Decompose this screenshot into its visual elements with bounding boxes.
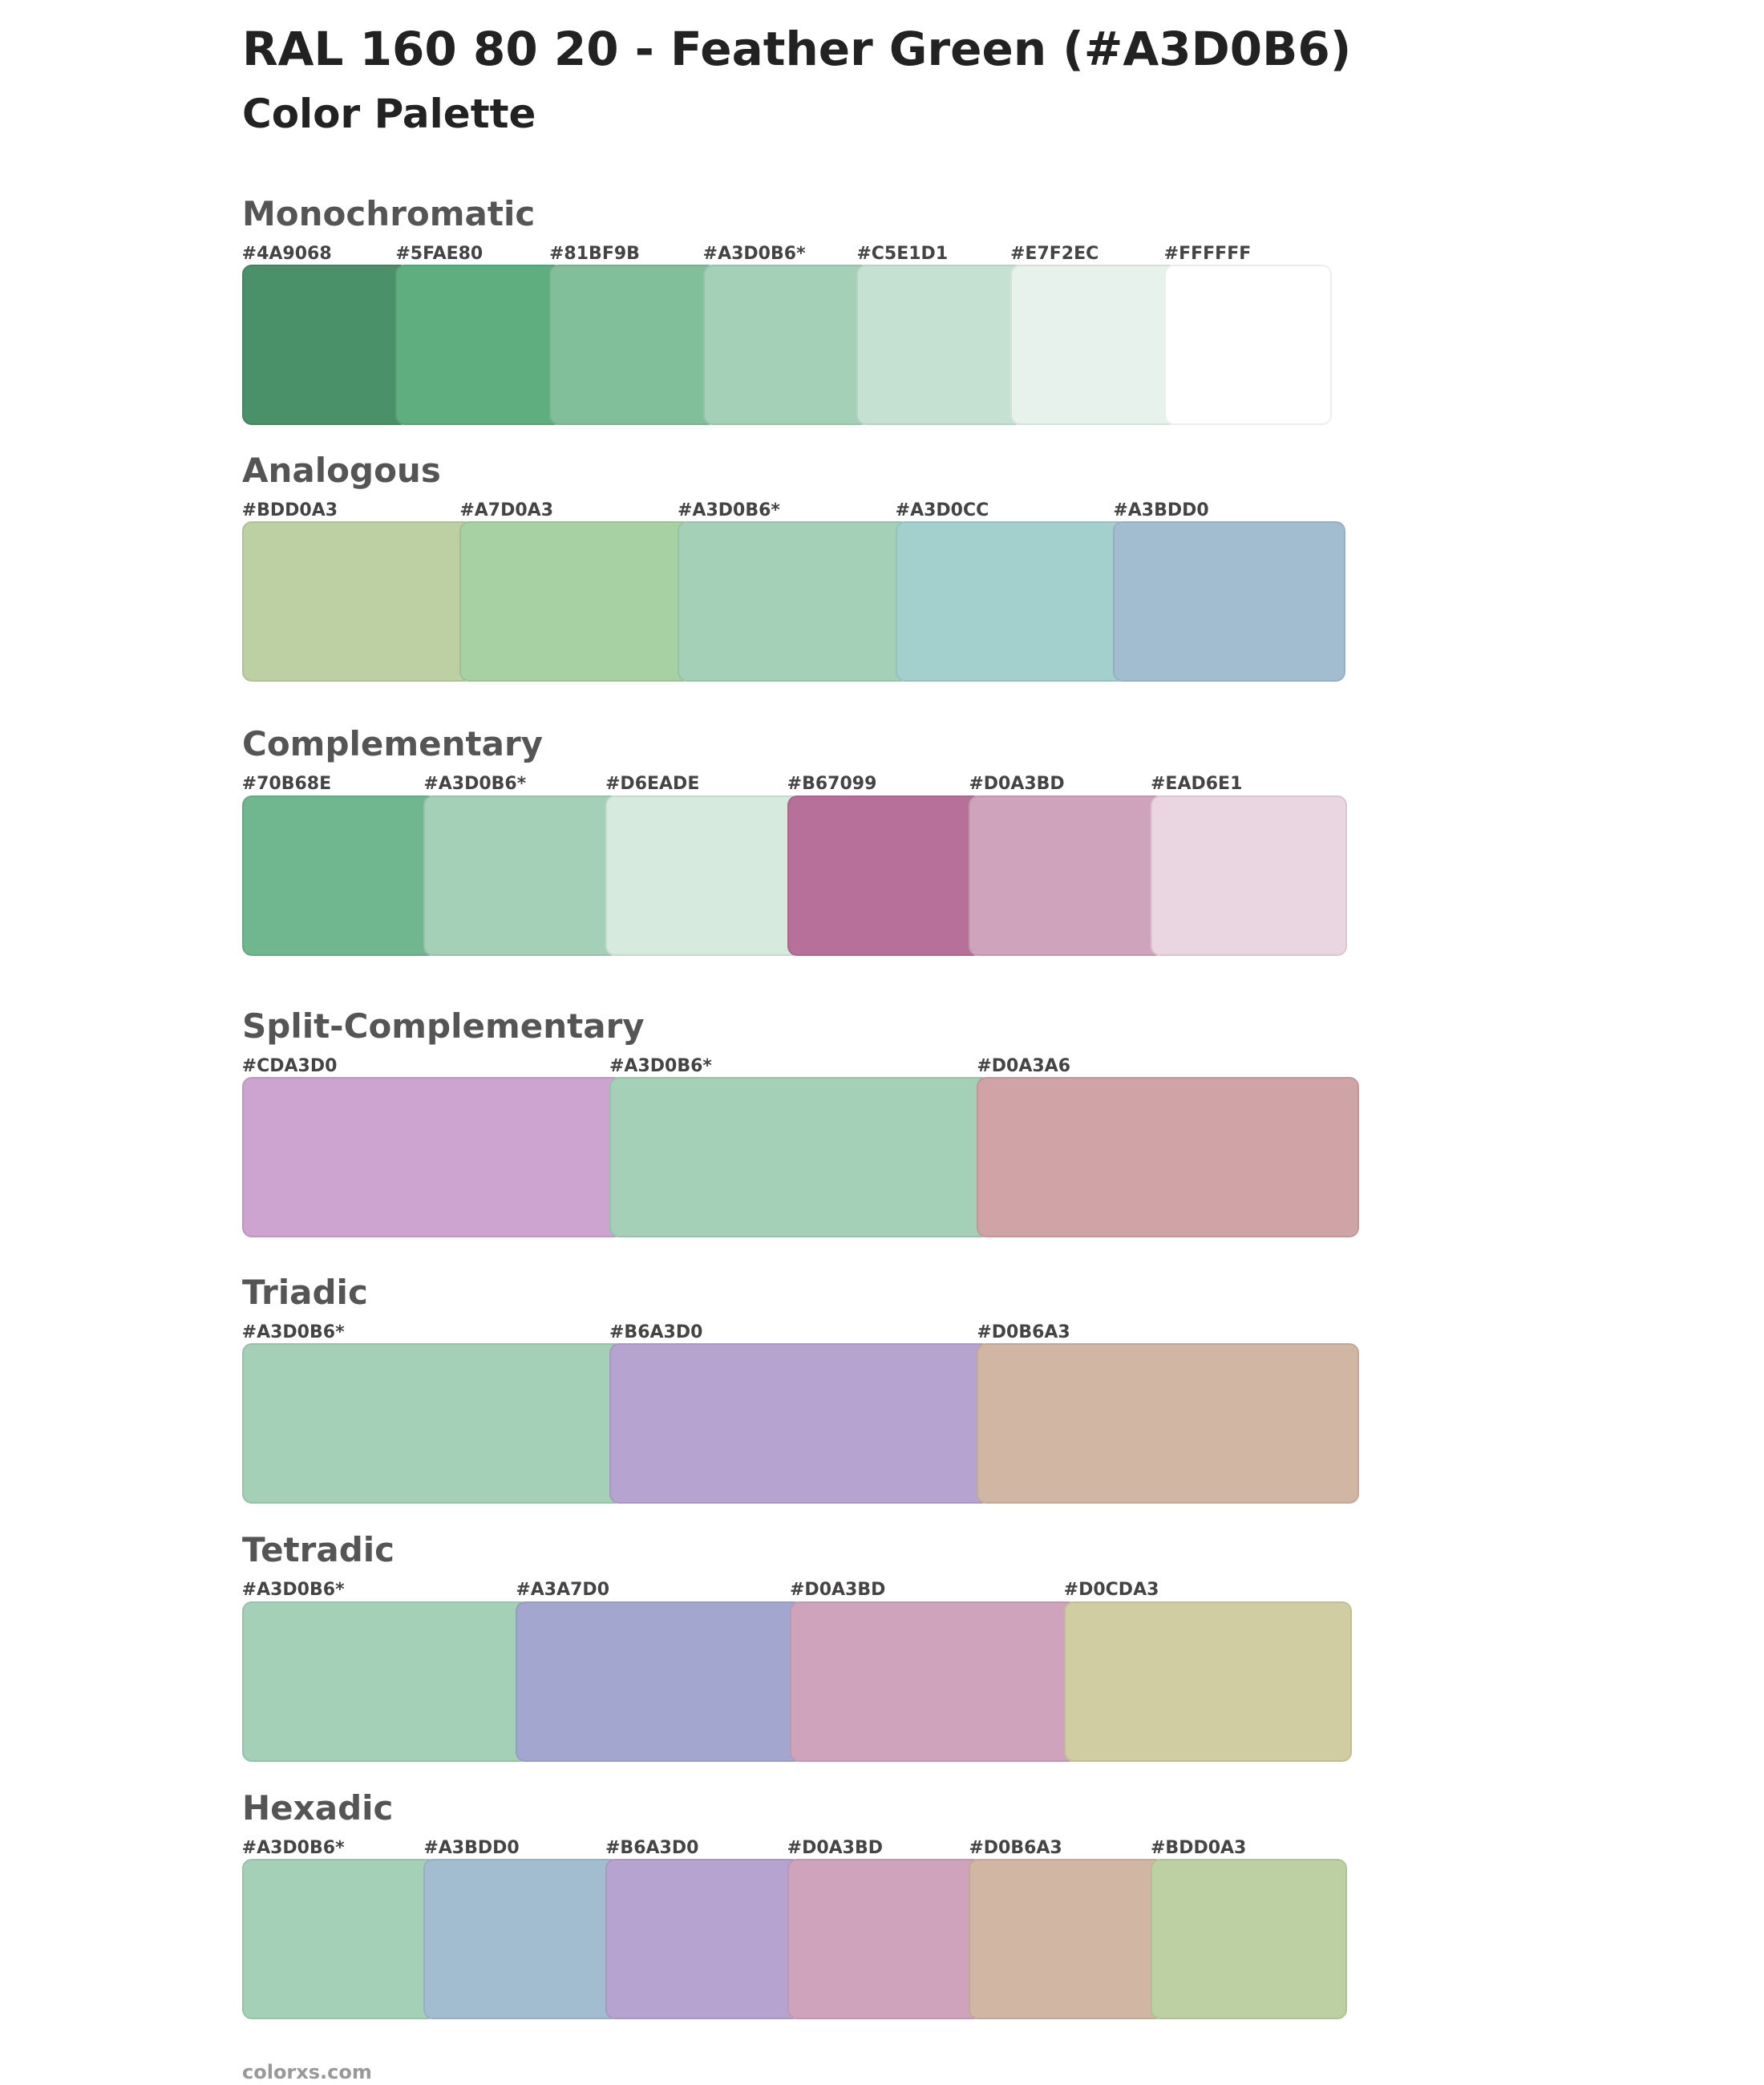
swatch-label: #CDA3D0 <box>241 1056 338 1076</box>
color-swatch <box>787 1859 984 2020</box>
swatch-label: #B6A3D0 <box>609 1322 703 1342</box>
swatch-label: #D0A3BD <box>790 1580 886 1601</box>
section-heading: Triadic <box>242 1272 368 1312</box>
section-heading: Monochromatic <box>242 193 536 233</box>
color-swatch <box>977 1343 1359 1504</box>
color-swatch <box>1010 265 1179 425</box>
swatch-label: #A3D0B6* <box>241 1580 345 1601</box>
swatch-label: #4A9068 <box>241 243 332 264</box>
swatch-label: #BDD0A3 <box>1151 1838 1247 1858</box>
color-swatch <box>605 795 802 956</box>
color-swatch <box>977 1077 1359 1238</box>
color-swatch <box>549 265 718 425</box>
page-title: RAL 160 80 20 - Feather Green (#A3D0B6) <box>242 22 1352 76</box>
section-heading: Split-Complementary <box>242 1006 645 1046</box>
swatch-label: #A3D0B6* <box>678 500 780 520</box>
color-swatch <box>1163 265 1333 425</box>
color-swatch <box>423 795 620 956</box>
color-swatch <box>241 1601 531 1762</box>
swatch-label: #E7F2EC <box>1010 243 1099 264</box>
swatch-label: #81BF9B <box>549 243 640 264</box>
swatch-label: #D0B6A3 <box>977 1322 1070 1342</box>
swatch-label: #D6EADE <box>605 774 700 795</box>
color-swatch <box>241 1077 624 1238</box>
swatch-label: #D0CDA3 <box>1063 1580 1159 1601</box>
section-heading: Complementary <box>242 724 544 764</box>
color-swatch <box>423 1859 620 2020</box>
swatch-label: #A3D0B6* <box>241 1322 345 1342</box>
color-swatch <box>702 265 872 425</box>
color-swatch <box>1113 521 1345 682</box>
footer: colorxs.com <box>242 2061 372 2083</box>
swatch-label: #A3D0B6* <box>241 1838 345 1858</box>
swatch-label: #A3BDD0 <box>1113 500 1209 520</box>
swatch-label: #D0A3BD <box>969 774 1065 795</box>
swatch-label: #B6A3D0 <box>605 1838 699 1858</box>
swatch-label: #A3D0B6* <box>609 1056 712 1076</box>
color-swatch <box>609 1343 992 1504</box>
color-swatch <box>1151 795 1347 956</box>
swatch-label: #EAD6E1 <box>1151 774 1243 795</box>
swatch-label: #A3D0B6* <box>423 774 527 795</box>
color-swatch <box>969 795 1165 956</box>
swatch-label: #5FAE80 <box>395 243 483 264</box>
color-swatch <box>1063 1601 1353 1762</box>
color-swatch <box>678 521 910 682</box>
swatch-label: #B67099 <box>787 774 877 795</box>
color-swatch <box>787 795 984 956</box>
swatch-label: #70B68E <box>241 774 332 795</box>
color-swatch <box>241 521 475 682</box>
swatch-label: #A3A7D0 <box>516 1580 609 1601</box>
color-swatch <box>605 1859 802 2020</box>
color-swatch <box>241 1859 439 2020</box>
swatch-label: #A3D0B6* <box>702 243 806 264</box>
swatch-label: #A3BDD0 <box>423 1838 520 1858</box>
section-heading: Tetradic <box>242 1530 395 1570</box>
swatch-label: #D0A3BD <box>787 1838 884 1858</box>
color-swatch <box>395 265 564 425</box>
swatch-label: #C5E1D1 <box>856 243 949 264</box>
swatch-label: #BDD0A3 <box>241 500 338 520</box>
color-swatch <box>241 795 439 956</box>
swatch-label: #D0A3A6 <box>977 1056 1070 1076</box>
section-heading: Hexadic <box>242 1788 394 1828</box>
color-swatch <box>459 521 692 682</box>
color-swatch <box>1151 1859 1347 2020</box>
section-heading: Analogous <box>242 450 441 490</box>
color-swatch <box>969 1859 1165 2020</box>
color-swatch <box>790 1601 1078 1762</box>
color-swatch <box>609 1077 992 1238</box>
swatch-label: #FFFFFF <box>1163 243 1252 264</box>
color-swatch <box>856 265 1025 425</box>
color-swatch <box>241 265 411 425</box>
swatch-label: #A3D0CC <box>895 500 989 520</box>
swatch-label: #D0B6A3 <box>969 1838 1062 1858</box>
color-swatch <box>516 1601 804 1762</box>
page-subtitle: Color Palette <box>242 91 536 137</box>
swatch-label: #A7D0A3 <box>459 500 553 520</box>
color-swatch <box>241 1343 624 1504</box>
color-swatch <box>895 521 1128 682</box>
